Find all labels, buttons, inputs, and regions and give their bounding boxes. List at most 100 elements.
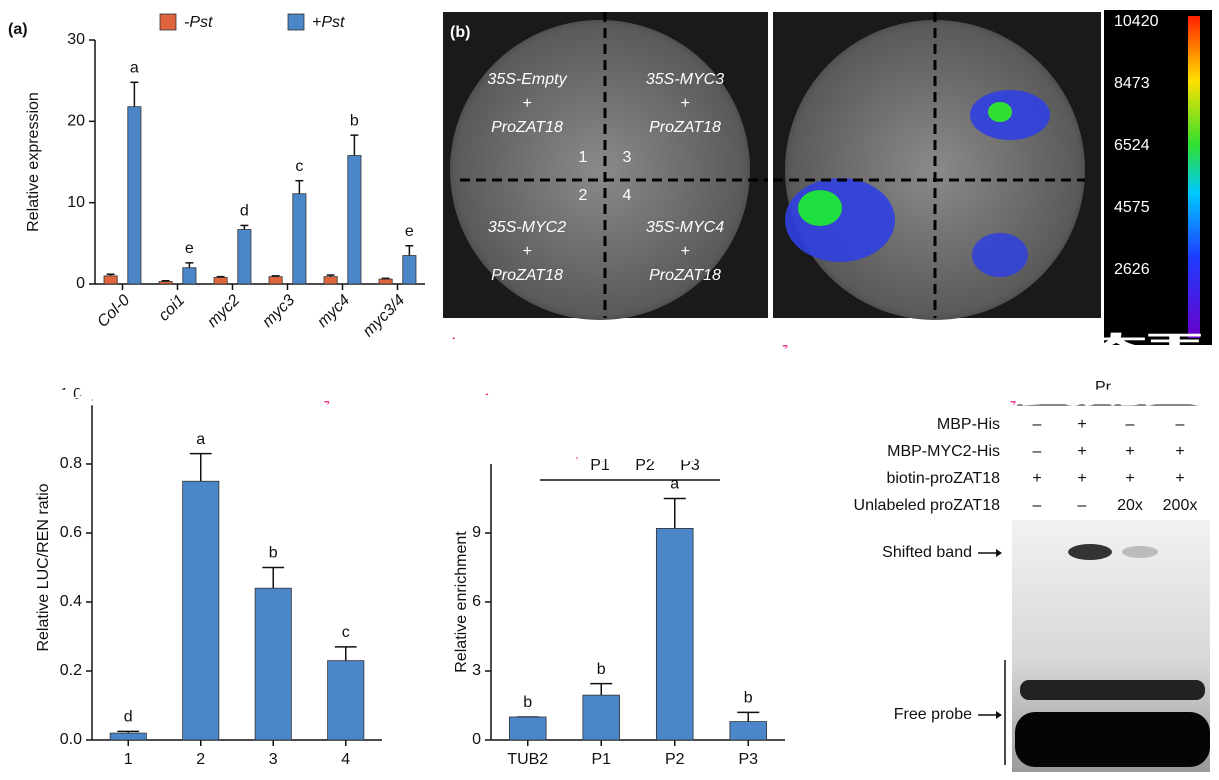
- bar: [254, 587, 292, 741]
- x-tick-label: coi1: [156, 292, 189, 325]
- row-cell: +: [1125, 470, 1134, 487]
- x-tick-label: P2: [665, 751, 685, 768]
- bar: [347, 155, 362, 285]
- y-tick-label: 0: [76, 275, 85, 292]
- y-tick-label: 0.0: [60, 731, 82, 748]
- x-tick-label: myc3: [259, 292, 298, 331]
- legend-label: -Pst: [184, 14, 213, 31]
- row-cell: –: [1033, 443, 1042, 460]
- row-cell: +: [1077, 443, 1086, 460]
- significance-letter: a: [196, 431, 205, 448]
- colorbar-label: 4575: [1114, 199, 1150, 216]
- y-tick-label: 1.0: [60, 386, 82, 403]
- overlay-title: 朝覆灭小说,历史人物故事漫画简笔画,武则天: [14, 388, 1208, 407]
- panel-label: (b): [450, 24, 470, 41]
- construct-label: ProZAT18: [649, 119, 721, 136]
- significance-letter: b: [523, 694, 532, 711]
- colorbar-label: 8473: [1114, 75, 1150, 92]
- legend-label: +Pst: [312, 14, 345, 31]
- bar: [182, 480, 220, 741]
- construct-label: ProZAT18: [649, 267, 721, 284]
- colorbar-label: 6524: [1114, 137, 1150, 154]
- luminescence: [972, 233, 1028, 277]
- significance-letter: c: [342, 624, 350, 641]
- promoter-label: P2: [635, 457, 655, 474]
- row-cell: –: [1126, 416, 1135, 433]
- row-cell: +: [1125, 443, 1134, 460]
- band-label: Free probe: [894, 706, 972, 723]
- bar: [402, 255, 417, 285]
- construct-label: +: [522, 95, 531, 112]
- x-tick-label: P1: [591, 751, 611, 768]
- bar: [508, 716, 547, 741]
- row-cell: –: [1033, 416, 1042, 433]
- significance-letter: d: [124, 709, 133, 726]
- quadrant-number: 2: [579, 187, 588, 204]
- bar: [378, 278, 393, 285]
- x-tick-label: Col-0: [94, 292, 133, 331]
- promoter-label: P3: [680, 457, 700, 474]
- significance-letter: b: [350, 112, 359, 129]
- band: [1122, 546, 1158, 558]
- y-tick-label: 20: [67, 113, 85, 130]
- band-arrowhead: [996, 711, 1002, 719]
- y-tick-label: 0.8: [60, 455, 82, 472]
- construct-label: ProZAT18: [491, 119, 563, 136]
- legend-swatch: [159, 13, 177, 31]
- band: [1015, 712, 1210, 767]
- x-tick-label: myc4: [314, 292, 353, 331]
- panel-label: (a): [8, 21, 28, 38]
- bar: [109, 732, 147, 741]
- significance-letter: b: [597, 661, 606, 678]
- row-label: biotin-proZAT18: [886, 470, 1000, 487]
- row-label: Unlabeled proZAT18: [854, 497, 1001, 514]
- bar: [237, 229, 252, 285]
- band: [1068, 544, 1112, 560]
- row-cell: +: [1175, 443, 1184, 460]
- luminescence: [785, 178, 895, 262]
- x-tick-label: P3: [738, 751, 758, 768]
- row-cell: –: [1078, 497, 1087, 514]
- x-tick-label: myc2: [204, 292, 243, 331]
- bar: [582, 694, 621, 741]
- band-label: Shifted band: [882, 544, 972, 561]
- bar: [268, 276, 283, 285]
- y-tick-label: 0.4: [60, 593, 82, 610]
- bar: [292, 193, 307, 285]
- bar: [127, 106, 142, 285]
- bar: [323, 276, 338, 285]
- y-tick-label: 10: [67, 194, 85, 211]
- overlay-title: 口语交际讲历史人物故事课件,开局盘点十大王: [14, 332, 1204, 351]
- colorbar-label: 2626: [1114, 261, 1150, 278]
- row-cell: 200x: [1163, 497, 1198, 514]
- construct-label: 35S-MYC3: [646, 71, 724, 88]
- row-cell: –: [1176, 416, 1185, 433]
- significance-letter: c: [295, 158, 303, 175]
- x-tick-label: 4: [341, 751, 350, 768]
- y-axis-label: Relative expression: [25, 92, 42, 232]
- bar: [103, 275, 118, 285]
- y-axis-label: Relative enrichment: [453, 531, 470, 673]
- y-tick-label: 0.2: [60, 662, 82, 679]
- bar: [213, 277, 228, 285]
- colorbar-label: 10420: [1114, 13, 1159, 30]
- gel-header: Pr: [1095, 379, 1112, 396]
- row-label: MBP-MYC2-His: [887, 443, 1000, 460]
- band: [1020, 680, 1205, 700]
- legend-swatch: [287, 13, 305, 31]
- significance-letter: b: [744, 690, 753, 707]
- bar: [182, 267, 197, 285]
- row-cell: +: [1175, 470, 1184, 487]
- row-cell: +: [1077, 470, 1086, 487]
- quadrant-number: 1: [579, 149, 588, 166]
- x-tick-label: 3: [269, 751, 278, 768]
- y-tick-label: 30: [67, 31, 85, 48]
- bar: [158, 281, 173, 285]
- band-arrowhead: [996, 549, 1002, 557]
- x-tick-label: TUB2: [507, 751, 548, 768]
- row-cell: +: [1077, 416, 1086, 433]
- bar: [655, 528, 694, 741]
- y-tick-label: 6: [472, 593, 481, 610]
- significance-letter: e: [185, 240, 194, 257]
- significance-letter: a: [130, 60, 139, 77]
